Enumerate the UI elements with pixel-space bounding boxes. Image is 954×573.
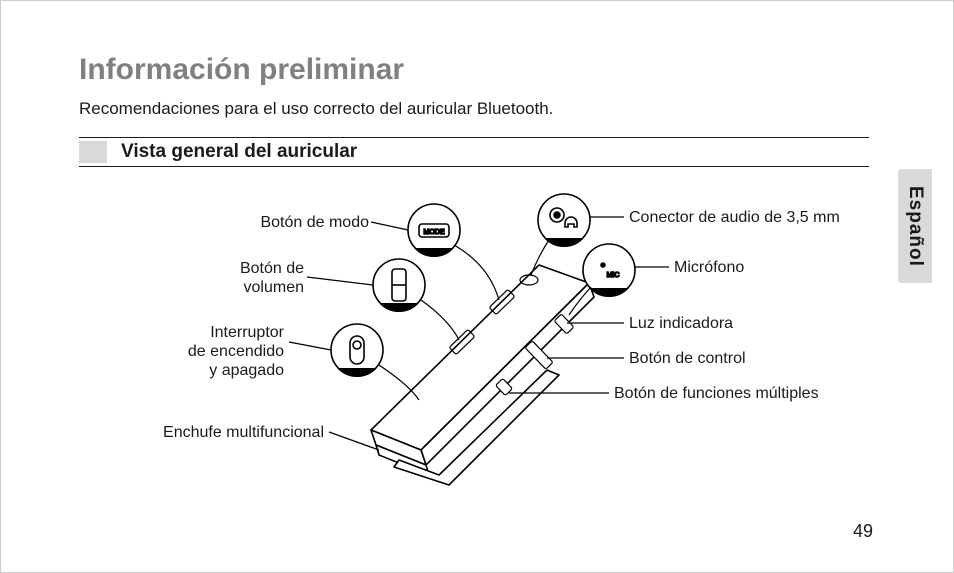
svg-text:MIC: MIC [607, 272, 620, 279]
label-indicator-light: Luz indicadora [629, 314, 733, 333]
label-multi-jack: Enchufe multifuncional [99, 423, 324, 442]
section-title: Vista general del auricular [121, 141, 357, 163]
page-number: 49 [853, 521, 873, 542]
language-tab: Español [898, 169, 932, 283]
label-mode-button: Botón de modo [139, 213, 369, 232]
label-volume-button: Botón de volumen [139, 259, 304, 297]
diagram-area: MODE [79, 175, 869, 495]
label-power-switch: Interruptor de encendido y apagado [109, 323, 284, 381]
label-multi-function-button: Botón de funciones múltiples [614, 384, 819, 403]
language-tab-label: Español [904, 186, 926, 267]
content-area: Información preliminar Recomendaciones p… [79, 53, 869, 495]
section-header: Vista general del auricular [79, 137, 869, 167]
svg-text:MODE: MODE [424, 229, 445, 236]
page-subtitle: Recomendaciones para el uso correcto del… [79, 99, 869, 119]
page-title: Información preliminar [79, 53, 869, 87]
label-microphone: Micrófono [674, 258, 744, 277]
label-audio-connector: Conector de audio de 3,5 mm [629, 208, 840, 227]
label-control-button: Botón de control [629, 349, 746, 368]
page: Información preliminar Recomendaciones p… [0, 0, 954, 573]
section-swatch [79, 141, 107, 163]
